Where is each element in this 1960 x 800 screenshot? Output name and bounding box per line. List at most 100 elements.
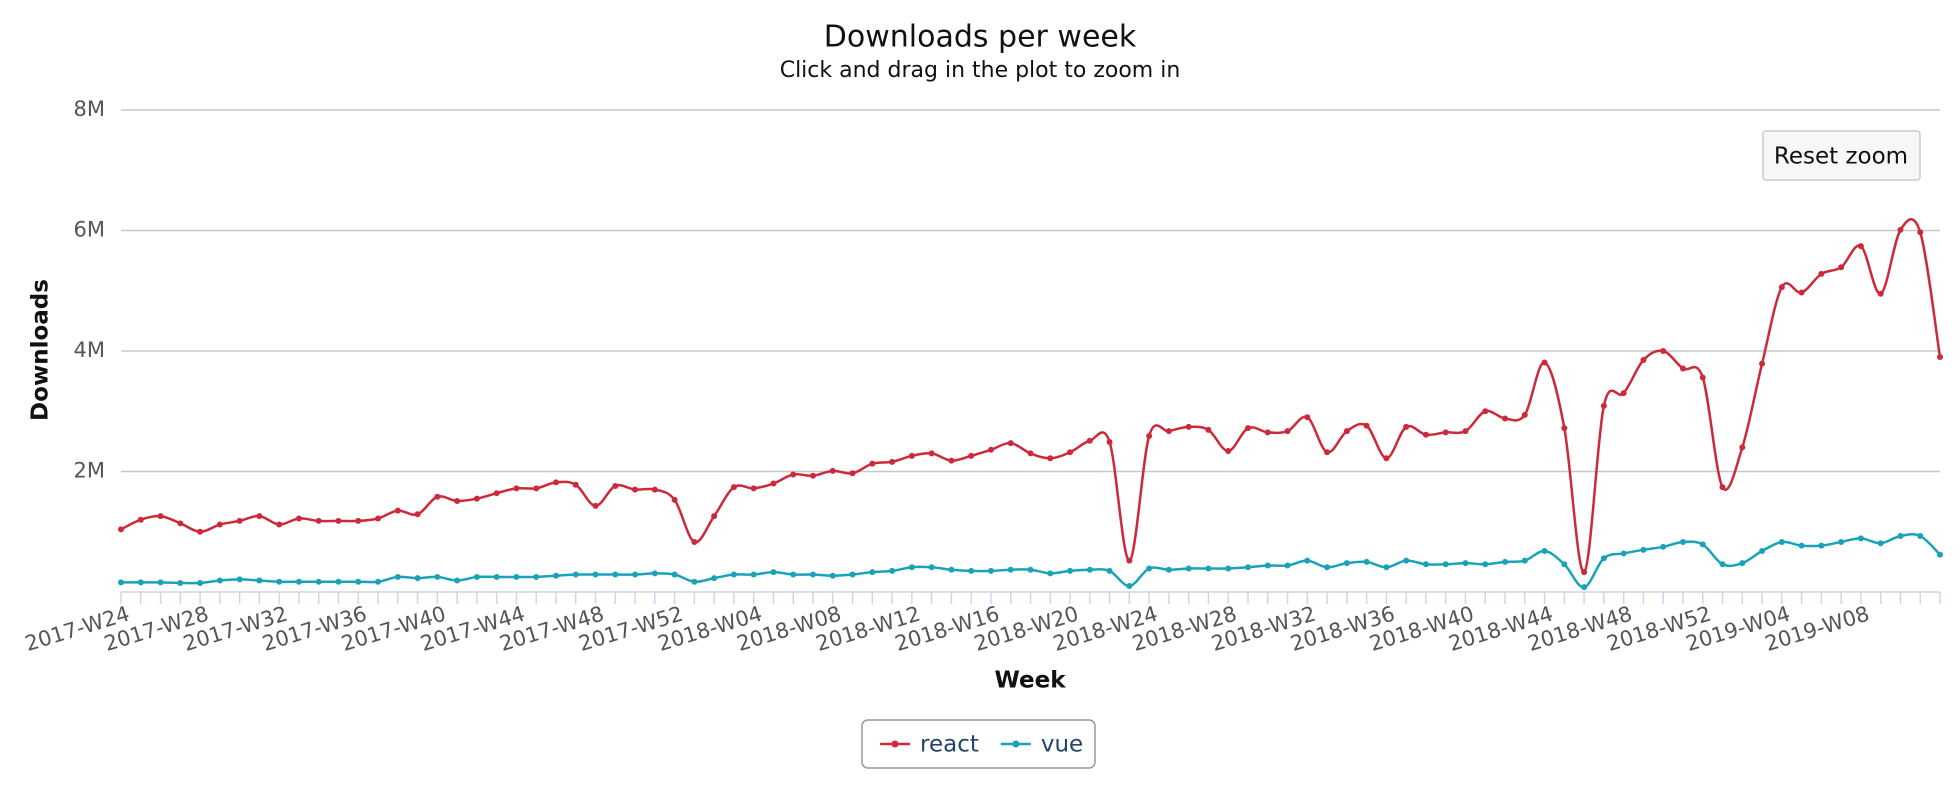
point-marker [968,567,975,574]
point-marker [1284,428,1291,435]
point-marker [1244,425,1251,432]
point-marker [197,528,204,535]
point-marker [1640,357,1647,364]
point-marker [157,513,164,520]
point-marker [473,573,480,580]
point-marker [1600,555,1607,562]
point-marker [730,484,737,491]
point-marker [1146,432,1153,439]
point-marker [236,576,243,583]
point-marker [216,521,223,528]
point-marker [256,577,263,584]
point-marker [829,572,836,579]
point-marker [572,571,579,578]
legend-marker[interactable] [891,740,899,748]
point-marker [790,571,797,578]
point-marker [987,446,994,453]
point-marker [1521,411,1528,418]
point-marker [1383,455,1390,462]
point-marker [276,521,283,528]
point-marker [889,458,896,465]
point-marker [355,578,362,585]
point-marker [118,579,124,586]
legend-label[interactable]: vue [1041,732,1083,758]
point-marker [1719,561,1726,568]
point-marker [572,481,579,488]
point-marker [948,566,955,573]
point-marker [1007,440,1014,447]
point-marker [908,564,915,571]
point-marker [1304,557,1311,564]
point-marker [295,578,302,585]
point-marker [1838,264,1845,271]
legend-marker[interactable] [1012,740,1020,748]
point-marker [276,578,283,585]
point-marker [1324,564,1331,571]
point-marker [473,495,480,502]
point-marker [355,517,362,524]
point-marker [1857,243,1864,250]
point-marker [1027,566,1034,573]
point-marker [1897,226,1904,233]
point-marker [335,517,342,524]
point-marker [1541,548,1548,555]
point-marker [177,579,184,586]
point-marker [1699,374,1706,381]
point-marker [315,578,322,585]
point-marker [394,507,401,514]
reset-zoom-button[interactable]: Reset zoom [1762,130,1921,181]
point-marker [1086,437,1093,444]
point-marker [1244,564,1251,571]
point-marker [137,579,144,586]
point-marker [1581,584,1588,591]
point-marker [869,569,876,576]
button-box[interactable] [1762,130,1921,181]
point-marker [1917,229,1924,236]
legend-box [861,719,1096,769]
point-marker [1185,423,1192,430]
point-marker [750,571,757,578]
point-marker [533,573,540,580]
point-marker [1739,444,1746,451]
point-marker [1719,484,1726,491]
point-marker [157,579,164,586]
point-marker [1126,557,1133,564]
point-marker [1502,558,1509,565]
point-marker [1126,582,1133,589]
point-marker [1917,532,1924,539]
point-marker [493,490,500,497]
point-marker [513,485,520,492]
y-tick-label: 2M [74,459,105,483]
point-marker [335,578,342,585]
point-marker [216,577,223,584]
point-marker [1185,565,1192,572]
point-marker [1759,548,1766,555]
point-marker [1759,360,1766,367]
legend-label[interactable]: react [920,732,979,758]
point-marker [1205,426,1212,433]
point-marker [1165,566,1172,573]
point-marker [1778,284,1785,291]
point-marker [770,480,777,487]
point-marker [236,517,243,524]
point-marker [394,573,401,580]
x-axis-title: Week [994,668,1066,694]
point-marker [1343,560,1350,567]
point-marker [928,564,935,571]
point-marker [1838,538,1845,545]
point-marker [770,569,777,576]
button-label[interactable]: Reset zoom [1774,144,1908,170]
point-marker [1363,422,1370,429]
point-marker [849,571,856,578]
point-marker [1304,414,1311,421]
point-marker [1660,543,1667,550]
point-marker [592,502,599,509]
point-marker [1106,438,1113,445]
point-marker [908,452,915,459]
series-line [121,533,1941,589]
point-marker [651,570,658,577]
point-marker [810,571,817,578]
point-marker [1877,290,1884,297]
point-marker [1205,565,1212,572]
